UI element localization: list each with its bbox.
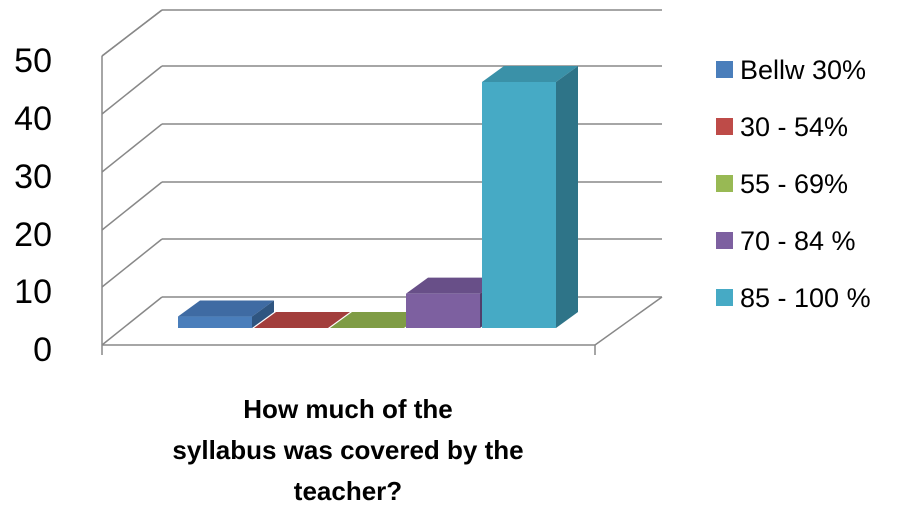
bar-front	[406, 293, 480, 328]
legend-swatch	[716, 289, 733, 306]
bar-55-69-	[330, 312, 426, 328]
chart-title-line: teacher?	[294, 476, 402, 506]
bar-side	[252, 300, 274, 328]
y-tick-label: 20	[14, 216, 52, 254]
y-tick-label: 10	[14, 273, 52, 311]
bar-bellw-30-	[178, 300, 274, 328]
bar-side	[556, 66, 578, 328]
legend-entry: 85 - 100 %	[716, 283, 871, 313]
bar-top	[330, 312, 426, 328]
legend: Bellw 30% 30 - 54% 55 - 69% 70 - 84 % 85 - 1…	[716, 55, 871, 313]
legend-label: 85 - 100 %	[740, 283, 871, 313]
chart-title-line: How much of the	[243, 394, 452, 424]
bar-30-54-	[254, 312, 350, 328]
legend-entry: 30 - 54%	[716, 112, 848, 142]
bar-top	[406, 277, 502, 294]
bar-top	[254, 312, 350, 328]
legend-swatch	[716, 118, 733, 135]
legend-entry: Bellw 30%	[716, 55, 866, 85]
bar-top	[178, 300, 274, 317]
bar-front	[178, 316, 252, 328]
legend-swatch	[716, 175, 733, 192]
y-tick-label: 0	[33, 331, 52, 369]
bar-front	[482, 82, 556, 328]
y-tick-label: 30	[14, 158, 52, 196]
legend-swatch	[716, 61, 733, 78]
legend-label: 70 - 84 %	[740, 226, 856, 256]
bar-85-100-	[482, 66, 578, 328]
y-axis-ticks: 0 10 20 30 40 50	[14, 42, 52, 369]
legend-label: 30 - 54%	[740, 112, 848, 142]
legend-label: 55 - 69%	[740, 169, 848, 199]
gridlines	[101, 9, 662, 298]
chart-title-line: syllabus was covered by the	[172, 435, 523, 465]
legend-entry: 55 - 69%	[716, 169, 848, 199]
legend-entry: 70 - 84 %	[716, 226, 856, 256]
legend-label: Bellw 30%	[740, 55, 866, 85]
chart-title: How much of the syllabus was covered by t…	[172, 394, 523, 506]
bars	[178, 66, 578, 328]
legend-swatch	[716, 232, 733, 249]
y-tick-label: 50	[14, 42, 52, 80]
bar-top	[482, 66, 578, 82]
y-tick-label: 40	[14, 100, 52, 138]
